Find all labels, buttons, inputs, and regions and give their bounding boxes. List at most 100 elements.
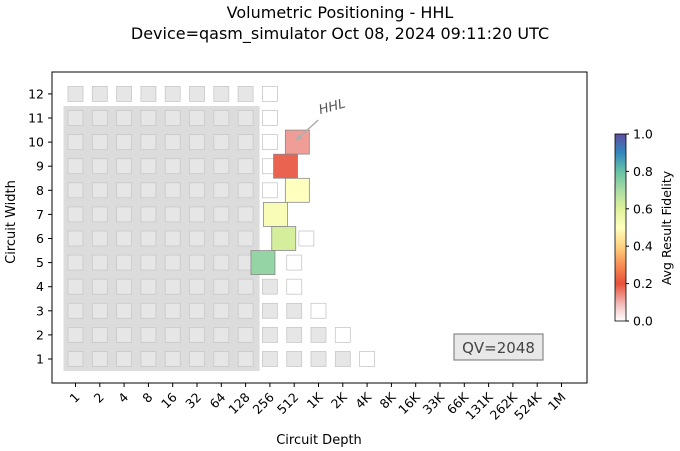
y-tick-label: 9 <box>36 159 44 174</box>
grid-cell <box>140 278 157 295</box>
grid-cell <box>140 86 157 102</box>
grid-cell <box>140 351 157 367</box>
grid-cell <box>91 302 108 319</box>
grid-cell <box>237 230 254 247</box>
x-tick-label: 1 <box>66 390 82 406</box>
grid-cell <box>116 302 132 319</box>
y-tick-label: 3 <box>36 303 44 318</box>
empty-cell <box>261 134 278 151</box>
grid-cell <box>261 326 278 343</box>
grid-cell <box>286 302 303 319</box>
grid-cell <box>140 230 157 247</box>
x-tick-label: 2K <box>328 389 351 412</box>
x-tick-label: 1M <box>545 390 569 414</box>
colorbar <box>614 133 627 322</box>
grid-cell <box>91 86 108 102</box>
grid-cell <box>116 182 132 199</box>
grid-cell <box>67 326 84 343</box>
empty-cell <box>286 278 303 295</box>
x-tick-label: 16 <box>158 389 180 411</box>
grid-cell <box>189 254 205 271</box>
empty-cell <box>334 326 351 343</box>
y-tick-label: 5 <box>36 255 44 270</box>
grid-cell <box>164 158 181 175</box>
grid-cell <box>286 351 303 367</box>
x-tick-label: 33K <box>419 389 447 417</box>
grid-cell <box>286 326 303 343</box>
grid-cell <box>237 326 254 343</box>
x-tick-label: 512 <box>274 390 301 417</box>
grid-cell <box>213 110 230 126</box>
grid-cell <box>67 158 84 175</box>
grid-cell <box>237 206 254 223</box>
x-axis-label: Circuit Depth <box>276 433 362 448</box>
colorbar-tick-label: 0.8 <box>633 164 653 179</box>
grid-cell <box>116 86 132 102</box>
grid-cell <box>237 110 254 126</box>
data-point <box>250 250 276 276</box>
x-tick-label: 4K <box>352 389 375 412</box>
grid-cell <box>189 326 205 343</box>
grid-cell <box>140 326 157 343</box>
grid-cell <box>164 302 181 319</box>
data-point <box>263 201 288 227</box>
grid-cell <box>213 206 230 223</box>
empty-cell <box>261 182 278 199</box>
grid-cell <box>189 206 205 223</box>
empty-cell <box>261 110 278 126</box>
grid-cell <box>116 158 132 175</box>
y-tick-label: 10 <box>28 135 44 150</box>
y-tick-label: 1 <box>36 352 44 367</box>
empty-cell <box>310 302 327 319</box>
grid-cell <box>116 230 132 247</box>
grid-cell <box>310 326 327 343</box>
grid-cell <box>67 278 84 295</box>
x-tick-label: 2 <box>91 390 107 406</box>
annotation-arrow <box>296 119 319 140</box>
x-tick-label: 16K <box>395 389 423 417</box>
x-tick-label: 256 <box>250 389 278 417</box>
empty-cell <box>298 230 315 247</box>
grid-cell <box>140 110 157 126</box>
colorbar-tick-label: 0.4 <box>633 239 653 254</box>
grid-cell <box>237 86 254 102</box>
grid-cell <box>164 326 181 343</box>
grid-cell <box>164 278 181 295</box>
grid-cell <box>237 134 254 151</box>
x-tick-label: 64 <box>207 389 229 411</box>
y-tick-label: 7 <box>36 207 44 222</box>
grid-cell <box>261 302 278 319</box>
grid-cell <box>140 254 157 271</box>
x-tick-label: 32 <box>182 390 204 412</box>
grid-cell <box>140 134 157 151</box>
grid-cell <box>189 134 205 151</box>
colorbar-tick-label: 0.0 <box>633 314 653 329</box>
empty-cell <box>261 86 278 102</box>
x-tick-label: 128 <box>225 389 253 417</box>
grid-cell <box>67 302 84 319</box>
annotation-arrowhead <box>295 134 303 142</box>
qv-box-frame <box>453 333 544 361</box>
grid-cell <box>213 278 230 295</box>
chart-subtitle: Device=qasm_simulator Oct 08, 2024 09:11… <box>130 24 550 43</box>
grid-cell <box>140 158 157 175</box>
grid-cell <box>164 230 181 247</box>
grid-cell <box>164 206 181 223</box>
grid-cell <box>213 302 230 319</box>
grid-cell <box>189 158 205 175</box>
grid-cell <box>164 134 181 151</box>
grid-cell <box>189 302 205 319</box>
grid-cell <box>213 134 230 151</box>
grid-cell <box>237 351 254 367</box>
grid-cell <box>164 254 181 271</box>
grid-cell <box>213 326 230 343</box>
grid-cell <box>164 86 181 102</box>
colorbar-label: Avg Result Fidelity <box>659 170 674 285</box>
x-tick-label: 8 <box>139 389 155 405</box>
colorbar-tick-label: 0.6 <box>633 201 653 216</box>
grid-cell <box>164 351 181 367</box>
grid-cell <box>91 254 108 271</box>
x-tick-label: 1K <box>304 389 327 412</box>
grid-cell <box>189 182 205 199</box>
